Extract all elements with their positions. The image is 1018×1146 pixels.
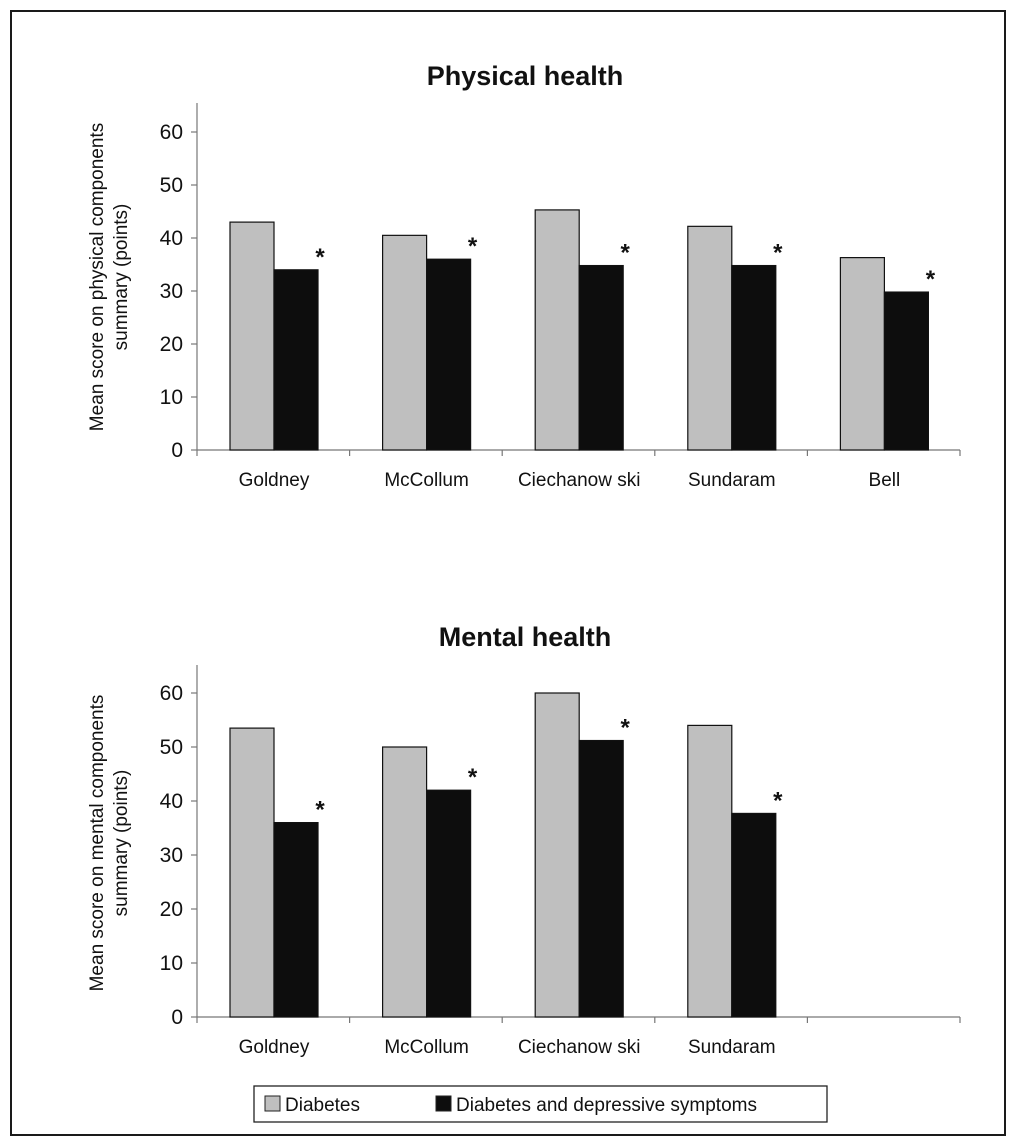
x-category-label: Goldney	[239, 470, 310, 491]
bar-diabetes-depressive	[883, 291, 930, 451]
significance-marker: *	[468, 233, 478, 260]
y-tick-label: 50	[160, 736, 183, 759]
y-tick-label: 0	[171, 1006, 183, 1029]
y-tick-label: 20	[160, 333, 183, 356]
y-tick-label: 10	[160, 386, 183, 409]
significance-marker: *	[621, 715, 631, 742]
legend: Diabetes Diabetes and depressive symptom…	[253, 1085, 828, 1123]
bar-diabetes-depressive	[426, 789, 472, 1018]
y-tick-label: 50	[160, 174, 183, 197]
y-axis-label-line: Mean score on mental components	[87, 695, 108, 992]
x-category-label: Sundaram	[688, 470, 776, 491]
y-axis-label-line: summary (points)	[111, 770, 132, 917]
y-tick-label: 10	[160, 952, 183, 975]
significance-marker: *	[315, 244, 325, 271]
bar-diabetes	[382, 234, 428, 451]
bar-diabetes	[687, 724, 733, 1018]
y-tick-label: 30	[160, 844, 183, 867]
chart-title-mental: Mental health	[439, 622, 612, 652]
y-axis-label-line: summary (points)	[111, 204, 132, 351]
bar-diabetes-depressive	[426, 258, 472, 451]
bar-diabetes-depressive	[578, 264, 624, 451]
significance-marker: *	[315, 797, 325, 824]
y-axis-label-physical: Mean score on physical components summary…	[87, 123, 132, 431]
bar-diabetes	[229, 221, 275, 451]
bar-diabetes-depressive	[578, 739, 624, 1018]
y-tick-label: 60	[160, 121, 183, 144]
bar-diabetes-depressive	[731, 264, 777, 451]
bar-diabetes-depressive	[731, 812, 777, 1018]
y-axis-label-line: Mean score on physical components	[87, 123, 108, 431]
bar-diabetes-depressive	[273, 821, 319, 1018]
bar-diabetes	[382, 746, 428, 1018]
x-category-label: Sundaram	[688, 1037, 776, 1058]
y-tick-label: 20	[160, 898, 183, 921]
x-category-label: McCollum	[384, 1037, 468, 1058]
y-tick-label: 30	[160, 280, 183, 303]
x-category-label: McCollum	[384, 470, 468, 491]
bar-diabetes	[687, 225, 733, 451]
x-category-label: Ciechanow ski	[518, 470, 641, 491]
legend-label-diabetes: Diabetes	[285, 1095, 360, 1116]
x-category-label: Ciechanow ski	[518, 1037, 641, 1058]
figure-frame	[10, 10, 1006, 1136]
x-category-label: Bell	[869, 470, 901, 491]
bar-diabetes-depressive	[273, 269, 319, 451]
significance-marker: *	[773, 240, 783, 267]
legend-swatch-diabetes	[264, 1095, 281, 1112]
y-tick-label: 40	[160, 227, 183, 250]
bar-diabetes	[534, 209, 580, 451]
y-tick-label: 60	[160, 682, 183, 705]
y-tick-label: 40	[160, 790, 183, 813]
legend-label-diabetes-depressive: Diabetes and depressive symptoms	[456, 1095, 757, 1116]
bar-diabetes	[534, 692, 580, 1018]
significance-marker: *	[773, 787, 783, 814]
significance-marker: *	[468, 764, 478, 791]
x-category-label: Goldney	[239, 1037, 310, 1058]
y-axis-label-mental: Mean score on mental components summary (…	[87, 695, 132, 992]
significance-marker: *	[621, 240, 631, 267]
chart-title-physical: Physical health	[427, 61, 624, 91]
legend-box	[253, 1085, 828, 1123]
bar-diabetes	[229, 727, 275, 1018]
legend-swatch-diabetes-depressive	[435, 1095, 452, 1112]
bar-diabetes	[839, 257, 886, 451]
y-tick-label: 0	[171, 439, 183, 462]
significance-marker: *	[926, 266, 936, 293]
